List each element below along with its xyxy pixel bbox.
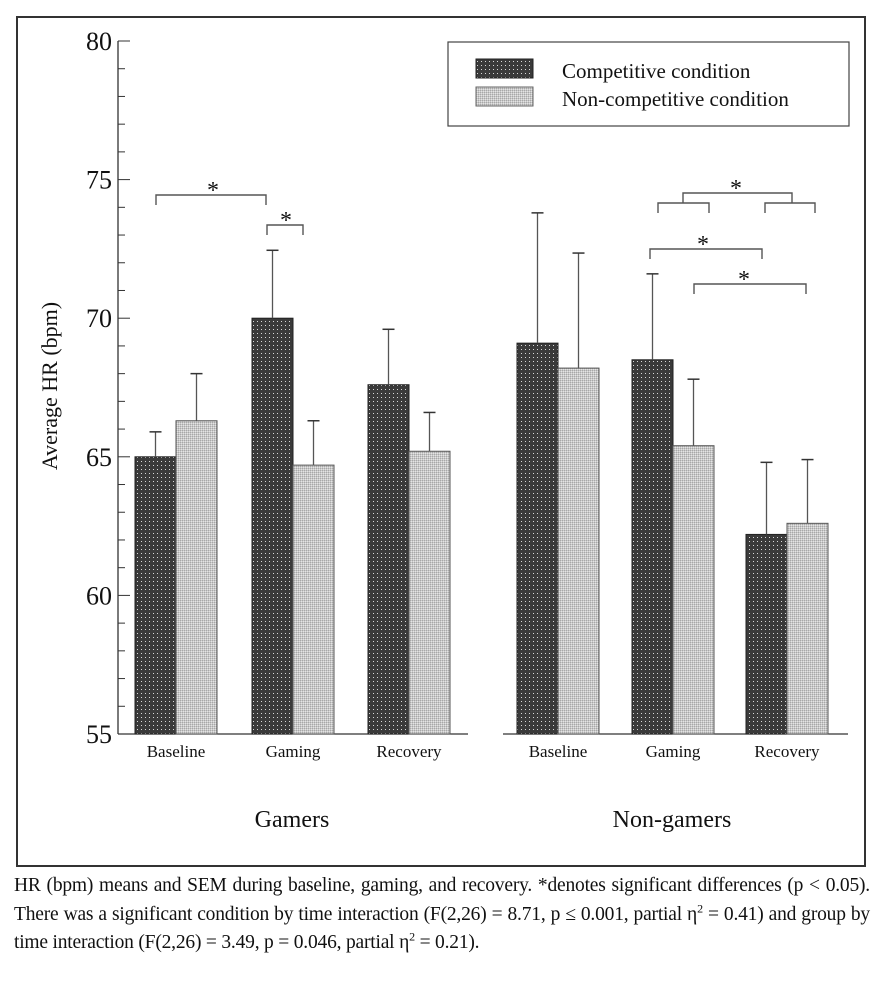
bars — [134, 212, 829, 735]
bar-competitive — [745, 533, 788, 735]
significance-star: * — [280, 208, 292, 234]
bar-non-competitive — [292, 464, 335, 735]
bracket-nongamers-competitive — [649, 248, 763, 259]
x-tick-label: Recovery — [754, 742, 820, 761]
bar-competitive — [367, 384, 410, 735]
caption-superscript-2: 2 — [409, 929, 415, 944]
x-tick-label: Baseline — [529, 742, 588, 761]
x-tick-label: Gaming — [266, 742, 321, 761]
bar-competitive — [631, 359, 674, 735]
bar-non-competitive — [557, 367, 600, 735]
legend-swatch-non-competitive — [475, 86, 534, 107]
bar-competitive — [134, 456, 177, 735]
bar-chart: 55 60 65 70 75 80 Baseline Gaming Recovery Gamers… — [37, 27, 850, 833]
bracket-nongamers-non-competitive — [693, 283, 807, 294]
bracket-nongamers-gaming-vs-recovery — [682, 192, 793, 203]
caption-text-2: = 0.41) and group by time interaction (F… — [14, 903, 870, 954]
legend-label-competitive: Competitive condition — [562, 59, 751, 83]
x-tick-label: Baseline — [147, 742, 206, 761]
x-tick-label: Recovery — [376, 742, 442, 761]
y-tick-label: 80 — [86, 27, 112, 56]
bar-non-competitive — [786, 522, 829, 735]
y-axis-label: Average HR (bpm) — [37, 302, 62, 470]
significance-brackets: * * * * * — [155, 176, 816, 294]
significance-star: * — [738, 267, 750, 293]
group-label: Gamers — [255, 807, 330, 833]
bar-competitive — [251, 317, 294, 735]
caption-superscript-1: 2 — [697, 901, 703, 915]
caption-text-3: = 0.21). — [414, 932, 480, 953]
bracket-nongamers-recovery-pair — [764, 202, 816, 213]
group-label: Non-gamers — [613, 807, 732, 833]
significance-star: * — [207, 178, 219, 204]
y-tick-label: 65 — [86, 443, 112, 472]
legend-swatch-competitive — [475, 58, 534, 79]
bracket-nongamers-gaming-pair — [657, 202, 710, 213]
significance-star: * — [730, 176, 742, 202]
bracket-gamers-baseline-vs-gaming — [155, 194, 267, 205]
y-tick-label: 60 — [86, 581, 112, 610]
y-tick-label: 55 — [86, 720, 112, 749]
figure-caption: HR (bpm) means and SEM during baseline, … — [14, 872, 870, 958]
x-tick-label: Gaming — [646, 742, 701, 761]
bar-competitive — [516, 342, 559, 735]
bracket-gamers-gaming-conditions — [266, 224, 304, 235]
figure-frame — [16, 16, 866, 867]
legend-box — [447, 41, 850, 127]
y-tick-label: 70 — [86, 304, 112, 333]
legend: Competitive condition Non-competitive co… — [447, 41, 850, 127]
bar-non-competitive — [672, 445, 715, 735]
caption-text-1: HR (bpm) means and SEM during baseline, … — [14, 875, 870, 925]
y-tick-label: 75 — [86, 166, 112, 195]
legend-label-non-competitive: Non-competitive condition — [562, 87, 789, 111]
significance-star: * — [697, 232, 709, 258]
bar-non-competitive — [408, 450, 451, 735]
bar-non-competitive — [175, 420, 218, 735]
